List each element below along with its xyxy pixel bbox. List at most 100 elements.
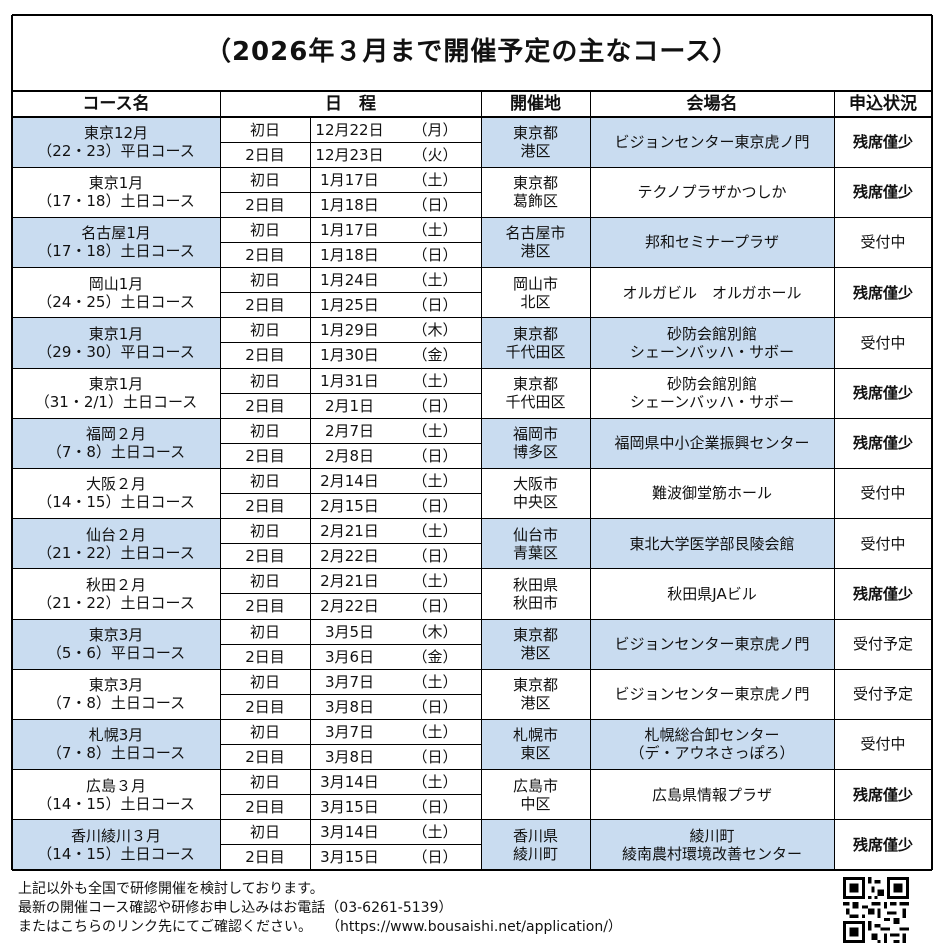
day-label: 2日目 — [245, 798, 285, 817]
grid-line — [309, 418, 311, 469]
course-date: 2月7日 — [324, 421, 375, 440]
region: 岡山市 北区 — [512, 274, 558, 311]
course-name: 東京1月 （31・2/1）土日コース — [34, 375, 198, 412]
course-date: 2月8日 — [324, 446, 375, 465]
grid-line — [309, 117, 311, 168]
grid-line — [12, 769, 932, 771]
region: 東京都 港区 — [512, 626, 558, 663]
day-label: 2日目 — [245, 697, 285, 716]
grid-line — [309, 518, 311, 569]
region: 東京都 葛飾区 — [512, 174, 558, 211]
day-label: 初日 — [249, 120, 280, 139]
day-label: 2日目 — [245, 848, 285, 867]
row-highlight — [481, 719, 590, 770]
row-highlight — [12, 719, 220, 770]
venue-name: ビジョンセンター東京虎ノ門 — [614, 685, 810, 704]
grid-line — [220, 844, 481, 846]
grid-line — [12, 467, 932, 469]
venue-name: 東北大学医学部艮陵会館 — [629, 534, 795, 553]
day-of-week: （日） — [412, 296, 458, 315]
day-label: 初日 — [249, 321, 280, 340]
day-of-week: （土） — [412, 672, 458, 691]
day-of-week: （日） — [412, 697, 458, 716]
grid-line — [309, 719, 311, 770]
status-badge: 受付中 — [860, 333, 906, 352]
region: 名古屋市 港区 — [505, 224, 566, 261]
grid-line — [220, 342, 481, 344]
region: 東京都 港区 — [512, 676, 558, 713]
row-highlight — [481, 819, 590, 870]
row-highlight — [590, 217, 834, 268]
region: 香川県 綾川町 — [512, 826, 558, 863]
grid-line — [220, 643, 481, 645]
row-highlight — [590, 117, 834, 168]
day-of-week: （日） — [412, 597, 458, 616]
course-date: 2月22日 — [320, 597, 379, 616]
row-highlight — [590, 418, 834, 469]
day-label: 2日目 — [245, 396, 285, 415]
footer-line-1: 上記以外も全国で研修開催を検討しております。 — [18, 881, 324, 897]
venue-name: 砂防会館別館 シェーンバッハ・サボー — [629, 324, 795, 361]
course-name: 東京12月 （22・23）平日コース — [37, 124, 195, 161]
venue-name: 砂防会館別館 シェーンバッハ・サボー — [629, 375, 795, 412]
day-label: 2日目 — [245, 748, 285, 767]
day-of-week: （日） — [412, 446, 458, 465]
course-date: 2月15日 — [320, 497, 379, 516]
status-badge: 残席僅少 — [852, 434, 913, 453]
venue-name: ビジョンセンター東京虎ノ門 — [614, 635, 810, 654]
grid-line — [12, 90, 932, 92]
row-highlight — [481, 418, 590, 469]
day-label: 2日目 — [245, 497, 285, 516]
row-highlight — [12, 518, 220, 569]
region: 福岡市 博多区 — [512, 425, 558, 462]
day-label: 初日 — [249, 823, 280, 842]
day-of-week: （日） — [412, 246, 458, 265]
course-name: 秋田２月 （21・22）土日コース — [37, 575, 195, 612]
header-status: 申込状況 — [849, 93, 917, 114]
grid-line — [12, 166, 932, 168]
grid-line — [12, 367, 932, 369]
region: 仙台市 青葉区 — [512, 525, 558, 562]
status-badge: 受付予定 — [852, 685, 913, 704]
schedule-table: （2026年３月まで開催予定の主なコース） コース名 日 程 開催地 会場名 申込状況東… — [11, 14, 933, 871]
day-of-week: （土） — [412, 823, 458, 842]
grid-line — [12, 718, 932, 720]
grid-line — [12, 417, 932, 419]
grid-line — [12, 216, 932, 218]
grid-line — [12, 618, 932, 620]
venue-name: 福岡県中小企業振興センター — [614, 434, 810, 453]
row-highlight — [481, 317, 590, 368]
row-highlight — [590, 819, 834, 870]
status-badge: 残席僅少 — [852, 785, 913, 804]
grid-line — [220, 191, 481, 193]
day-of-week: （土） — [412, 421, 458, 440]
row-highlight — [481, 619, 590, 670]
course-name: 名古屋1月 （17・18）土日コース — [37, 224, 195, 261]
grid-line — [220, 242, 481, 243]
course-name: 札幌3月 （7・8）土日コース — [46, 726, 186, 763]
day-label: 初日 — [249, 773, 280, 792]
course-date: 1月31日 — [320, 371, 379, 390]
day-of-week: （月） — [412, 120, 458, 139]
course-name: 東京3月 （7・8）土日コース — [46, 676, 186, 713]
course-name: 香川綾川３月 （14・15）土日コース — [37, 826, 195, 863]
day-label: 2日目 — [245, 446, 285, 465]
course-name: 大阪２月 （14・15）土日コース — [37, 475, 195, 512]
course-name: 岡山1月 （24・25）土日コース — [37, 274, 195, 311]
venue-name: 綾川町 綾南農村環境改善センター — [621, 826, 802, 863]
header-course: コース名 — [82, 93, 150, 114]
day-label: 初日 — [249, 271, 280, 290]
day-of-week: （木） — [412, 321, 458, 340]
grid-line — [220, 442, 481, 444]
day-of-week: （金） — [412, 346, 458, 365]
footer-line-3: またはこちらのリンク先にてご確認ください。 （https://www.bousa… — [18, 919, 622, 935]
page-title: （2026年３月まで開催予定の主なコース） — [204, 37, 740, 68]
course-date: 12月22日 — [315, 120, 384, 139]
qr-code-icon[interactable] — [843, 877, 909, 943]
day-label: 初日 — [249, 572, 280, 591]
course-date: 3月6日 — [324, 647, 375, 666]
course-date: 1月18日 — [320, 246, 379, 265]
venue-name: 広島県情報プラザ — [651, 785, 772, 804]
grid-line — [589, 91, 591, 870]
grid-line — [309, 468, 311, 519]
